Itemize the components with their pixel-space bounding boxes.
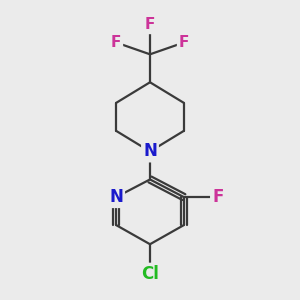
Text: F: F <box>179 35 189 50</box>
Text: N: N <box>109 188 123 206</box>
Text: F: F <box>111 35 121 50</box>
Text: N: N <box>143 142 157 160</box>
Text: F: F <box>212 188 224 206</box>
Text: Cl: Cl <box>141 265 159 283</box>
Text: F: F <box>145 17 155 32</box>
